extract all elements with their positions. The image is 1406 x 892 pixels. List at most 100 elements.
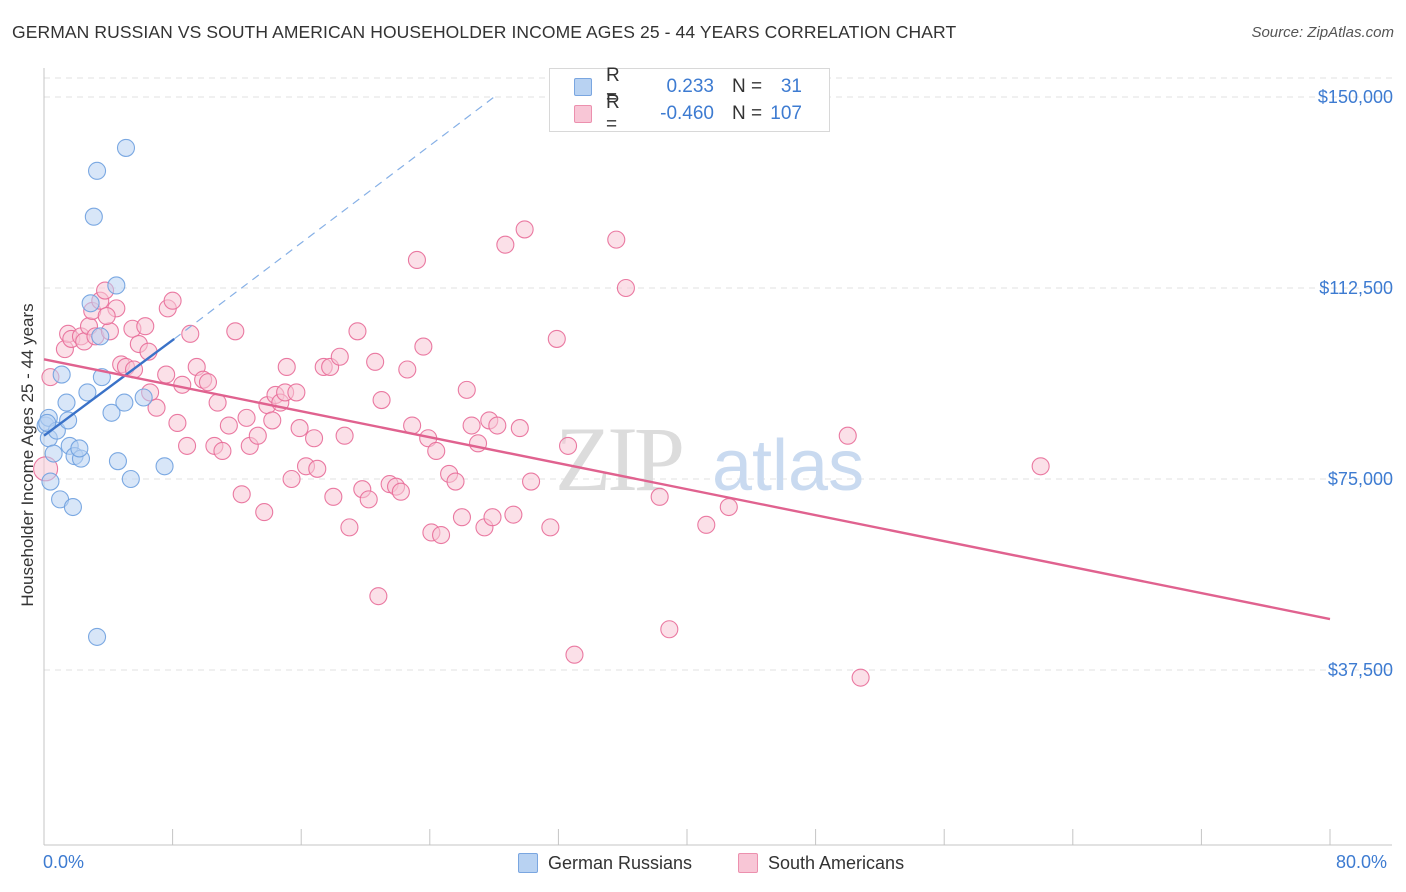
data-point [462, 416, 481, 435]
data-point [660, 620, 679, 639]
data-point [427, 441, 446, 461]
legend-n-value: 31 [780, 76, 802, 97]
data-point [558, 436, 578, 455]
data-point [616, 278, 635, 298]
data-point [232, 485, 251, 504]
y-tick-labels: $37,500 $75,000 $112,500 $150,000 [1318, 87, 1393, 680]
stats-legend: R = 0.233 N = 31 R = -0.460 N = 107 [549, 65, 830, 135]
data-point [359, 490, 378, 509]
chart-title: GERMAN RUSSIAN VS SOUTH AMERICAN HOUSEHO… [12, 22, 957, 42]
y-tick-label: $112,500 [1319, 278, 1393, 298]
data-point [838, 426, 857, 445]
data-point [282, 469, 301, 489]
data-point [41, 472, 60, 491]
data-point [248, 426, 267, 445]
data-point [87, 161, 107, 180]
german-russians-points [36, 138, 174, 646]
data-point [157, 365, 176, 384]
data-point [547, 329, 566, 348]
grid-lines [44, 77, 1392, 671]
data-point [308, 459, 327, 478]
south-americans-points [33, 220, 1050, 687]
data-point [78, 383, 97, 402]
data-point [287, 383, 306, 402]
data-point [163, 291, 182, 310]
data-point [432, 525, 451, 545]
data-point [121, 469, 140, 489]
data-point [84, 207, 103, 226]
watermark-atlas: atlas [712, 426, 864, 506]
data-point [226, 322, 245, 341]
chart-source: Source: ZipAtlas.com [1251, 24, 1394, 41]
data-point [335, 426, 354, 445]
data-point [340, 518, 359, 537]
data-point [115, 393, 134, 412]
data-point [324, 487, 343, 506]
data-point [407, 250, 426, 270]
data-point [414, 337, 433, 356]
bottom-legend-german-russians: German Russians [518, 852, 692, 874]
data-point [372, 391, 391, 410]
data-point [116, 138, 136, 157]
data-point [57, 393, 76, 412]
data-point [290, 419, 309, 438]
data-point [504, 505, 523, 524]
data-point [510, 419, 529, 438]
y-tick-label: $150,000 [1318, 87, 1393, 107]
legend-r-label: R = [606, 65, 620, 108]
data-point [452, 508, 472, 527]
y-tick-label: $37,500 [1328, 660, 1393, 680]
data-point [369, 587, 388, 606]
legend-r-value: 0.233 [666, 76, 714, 97]
data-point [851, 668, 870, 687]
data-point [541, 518, 560, 537]
data-point [650, 487, 669, 506]
data-point [213, 441, 232, 461]
german-russians-trend-extension [173, 96, 495, 340]
data-point [277, 357, 296, 376]
y-tick-label: $75,000 [1328, 469, 1393, 489]
data-point [97, 306, 116, 326]
data-point [237, 408, 256, 427]
data-point [496, 235, 515, 254]
data-point [1031, 457, 1050, 476]
x-tick-label-min: 0.0% [43, 852, 85, 872]
data-point [155, 457, 174, 476]
data-point [107, 276, 126, 295]
data-point [607, 230, 626, 249]
data-point [305, 429, 324, 448]
x-tick-label-max: 80.0% [1336, 852, 1388, 872]
data-point [348, 322, 367, 341]
data-point [136, 317, 155, 336]
bottom-legend-swatch-pink [738, 853, 758, 873]
data-point [366, 352, 385, 371]
data-point [168, 413, 187, 433]
data-point [565, 645, 584, 664]
trend-lines [43, 96, 1331, 621]
data-point [134, 388, 153, 407]
data-point [515, 220, 534, 239]
data-point [483, 508, 502, 527]
data-point [59, 411, 78, 430]
data-point [719, 497, 738, 517]
data-point [330, 347, 349, 366]
data-point [181, 324, 200, 343]
data-point [446, 472, 465, 491]
data-point [697, 515, 716, 534]
legend-n-label: N = [732, 76, 763, 97]
data-point [263, 411, 282, 430]
legend-r-label: R = [606, 92, 620, 135]
data-point [38, 413, 57, 433]
data-point [70, 439, 89, 458]
legend-n-value: 107 [770, 103, 802, 124]
legend-row-german-russians: R = 0.233 N = 31 [574, 65, 802, 108]
data-point [108, 452, 127, 471]
data-point [198, 373, 218, 392]
data-point [52, 365, 71, 384]
legend-r-value: -0.460 [660, 103, 714, 124]
data-point [44, 444, 63, 463]
legend-swatch-blue [574, 78, 592, 96]
data-point [87, 627, 107, 646]
data-point [178, 436, 197, 455]
south-americans-trend-line [43, 358, 1331, 621]
